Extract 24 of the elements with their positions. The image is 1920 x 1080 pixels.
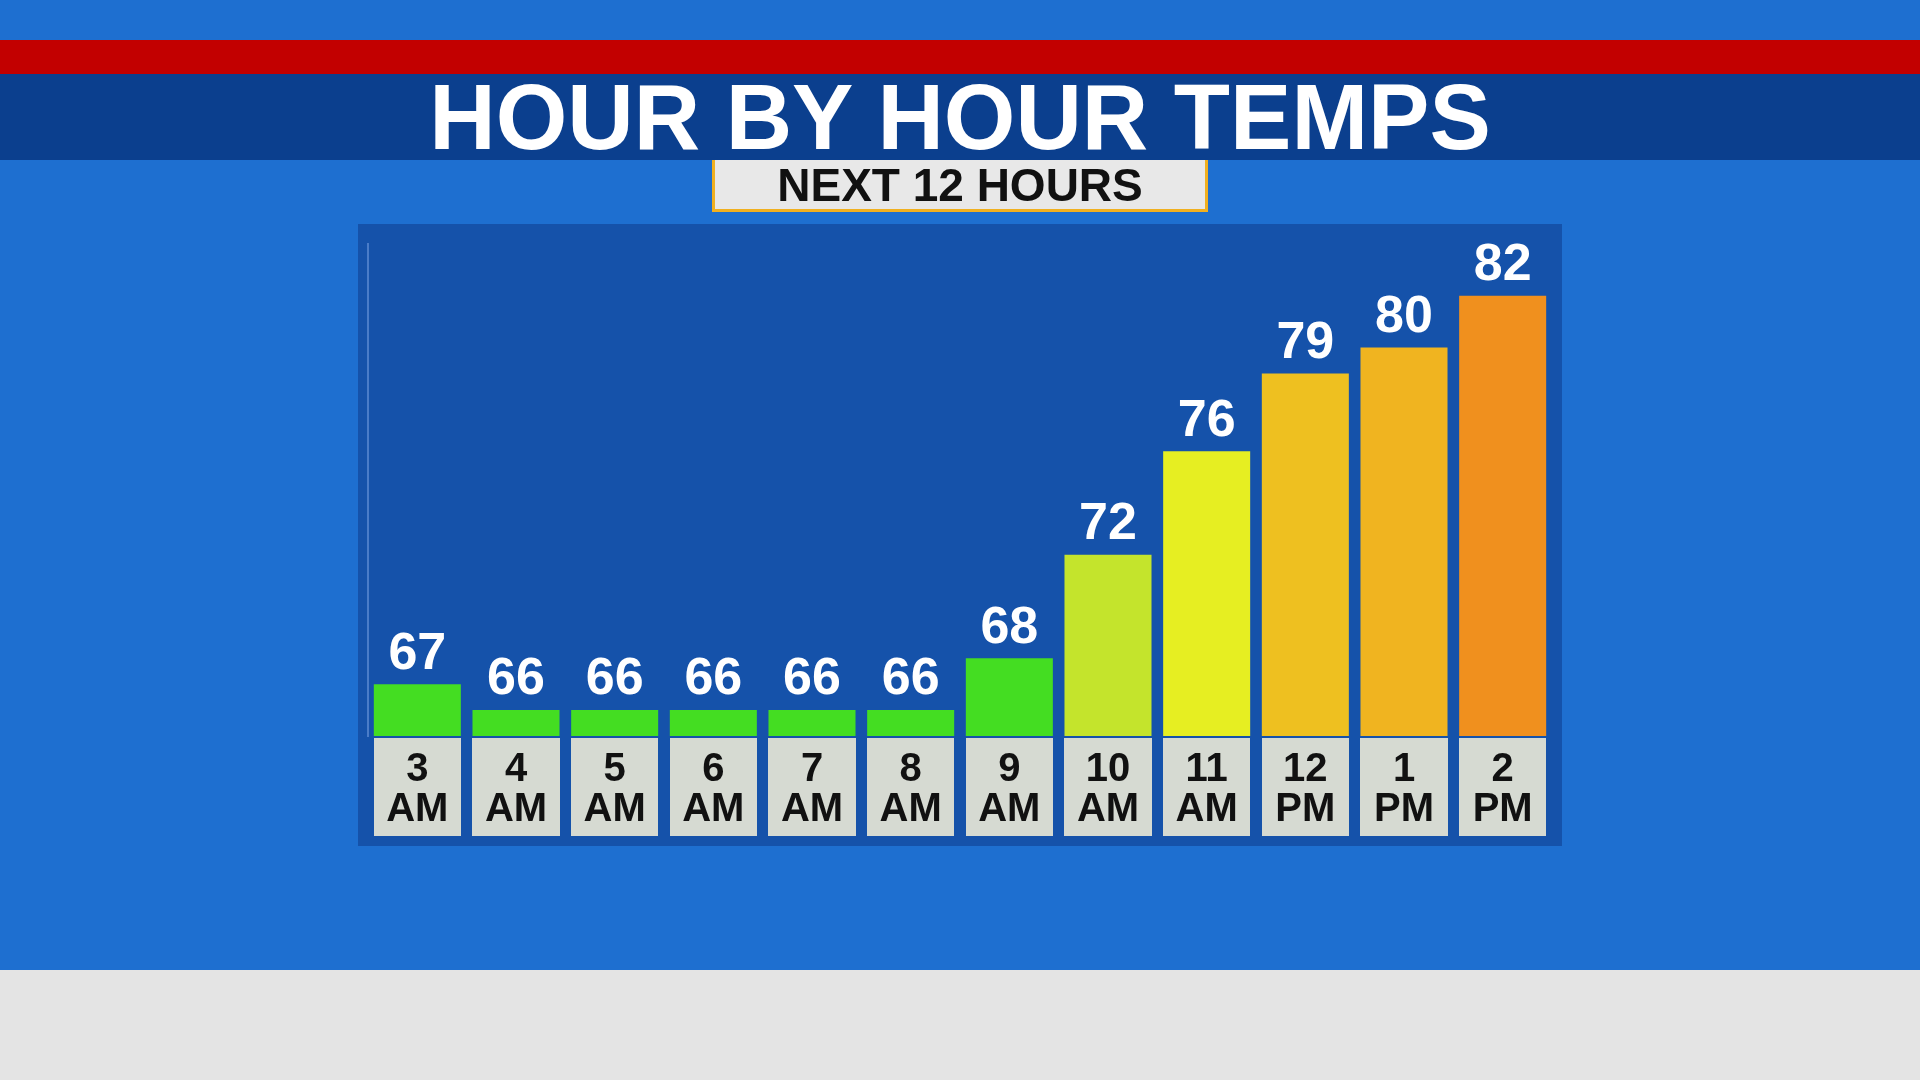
data-label: 66 (487, 647, 545, 706)
x-tick-label: 12 PM (1275, 745, 1336, 830)
x-tick-label: 8 AM (879, 745, 942, 830)
data-label: 82 (1473, 233, 1532, 292)
data-label: 80 (1375, 284, 1433, 343)
x-tick-label: 10 AM (1076, 745, 1140, 830)
x-tick-label: 9 AM (978, 745, 1041, 830)
data-label: 66 (585, 647, 644, 706)
x-tick-label: 11 AM (1175, 745, 1238, 830)
data-label: 72 (1079, 492, 1137, 551)
data-label: 66 (881, 647, 940, 706)
x-tick-label: 7 AM (780, 745, 844, 830)
data-label: 68 (980, 595, 1039, 654)
x-tick-label: 5 AM (583, 745, 646, 830)
x-tick-label: 6 AM (682, 745, 745, 830)
x-tick-label: 4 AM (484, 745, 548, 830)
x-tick-label: 3 AM (386, 745, 449, 830)
data-label: 66 (783, 647, 841, 706)
x-tick-label: 2 PM (1472, 745, 1533, 830)
data-label: 76 (1177, 388, 1236, 447)
x-tick-label: 1 PM (1374, 745, 1434, 830)
data-label: 66 (684, 647, 743, 706)
data-label: 67 (388, 621, 447, 680)
data-label: 79 (1276, 310, 1335, 369)
